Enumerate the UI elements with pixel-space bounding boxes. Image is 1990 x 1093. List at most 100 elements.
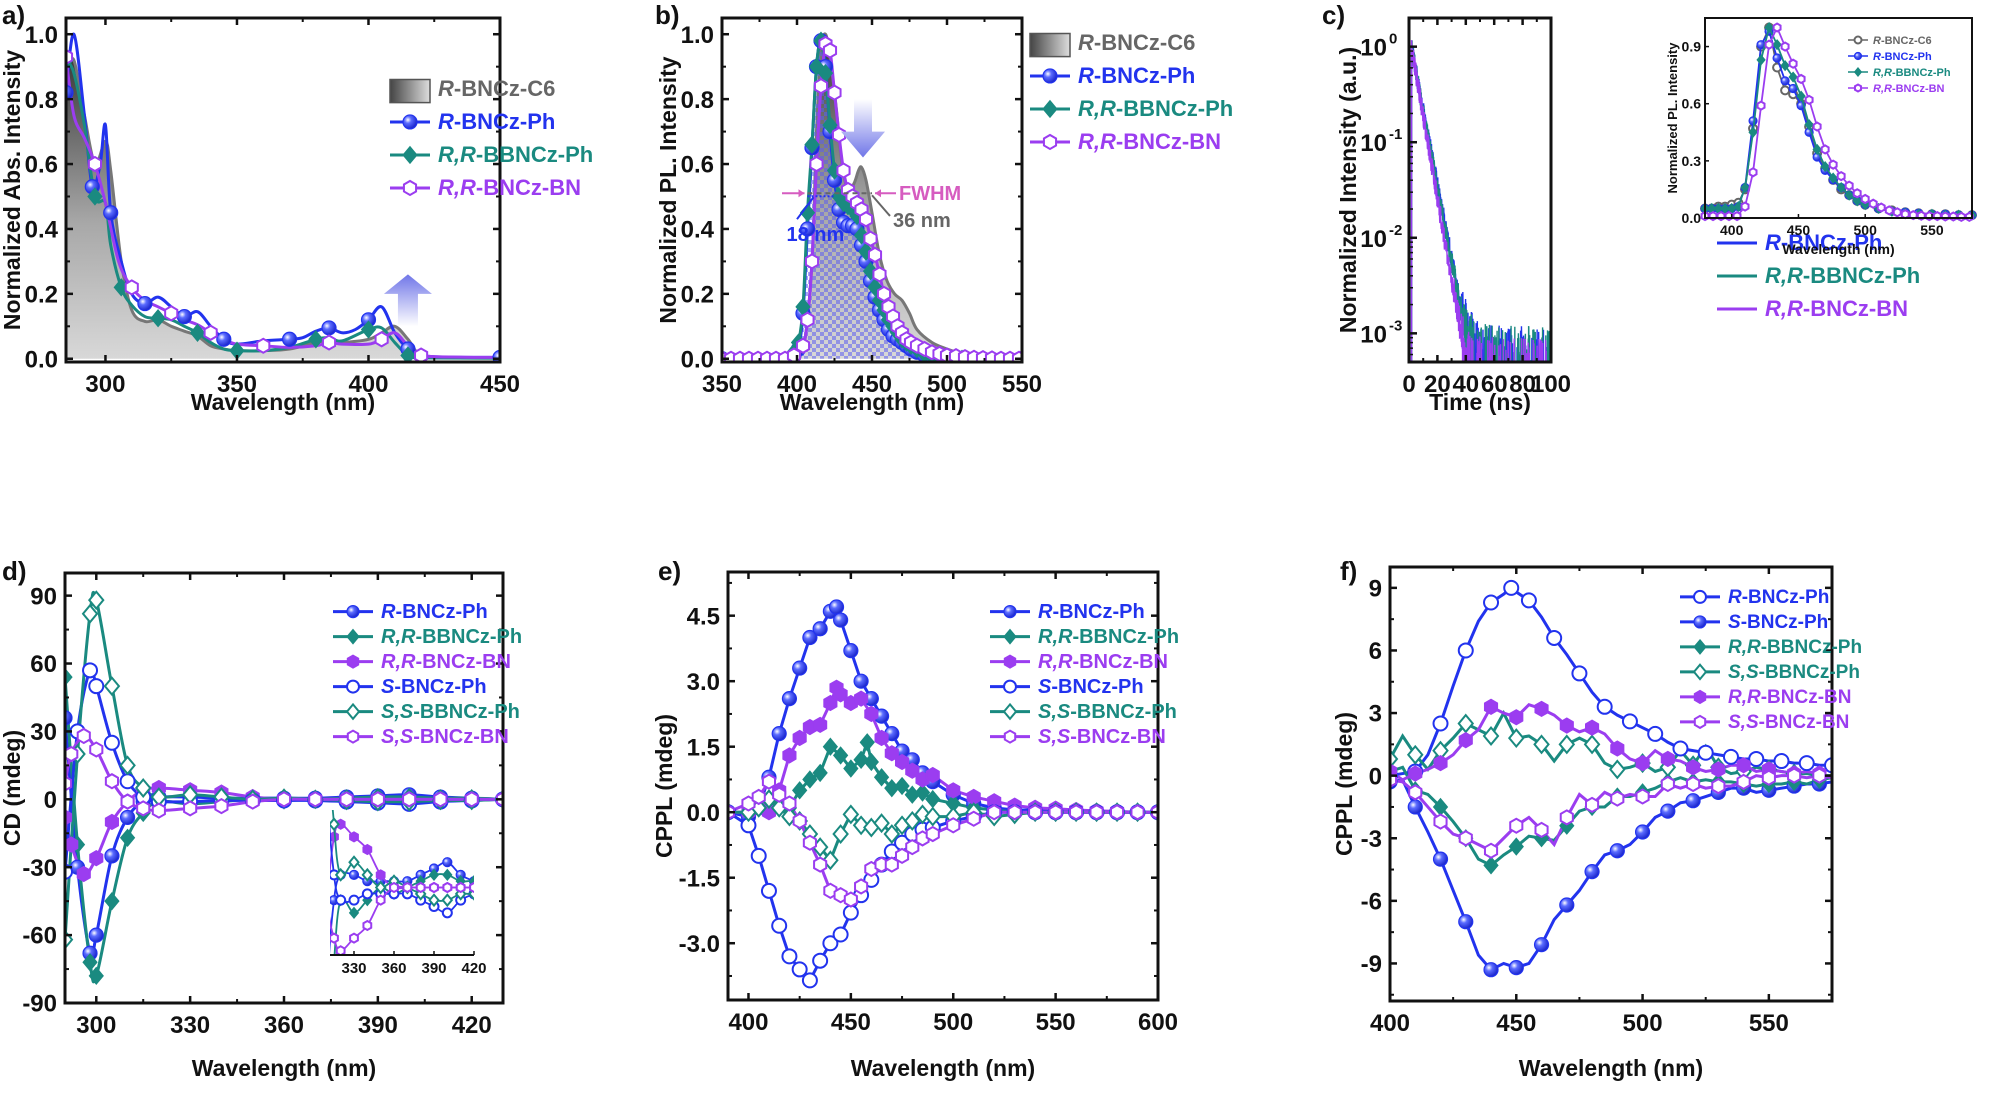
- data-point: [1483, 856, 1499, 875]
- panel-e: 400 450 500 550 600 -3.0 -1.5 0.0 1.5 3.0 4.5 Wavel…: [651, 556, 1179, 1081]
- data-point: [792, 812, 807, 830]
- legend-label: R-BNCz-Ph: [381, 601, 488, 623]
- legend-marker: [346, 729, 360, 744]
- data-point: [822, 737, 839, 756]
- inset-data-point: [1948, 211, 1958, 222]
- legend-label-rest: -BNCz-Ph: [1781, 230, 1882, 255]
- x-tick-label: 420: [452, 1012, 492, 1039]
- data-point: [802, 770, 818, 789]
- legend-label-rest: -BNCz-Ph: [1052, 601, 1144, 623]
- legend-item-0: R-BNCz-Ph: [1680, 587, 1829, 608]
- x-tick-label: 330: [170, 1012, 210, 1039]
- legend-label-italic: R,R: [438, 142, 476, 167]
- axes-frame: [64, 16, 502, 364]
- legend-marker: [1042, 133, 1058, 151]
- data-point: [256, 337, 271, 354]
- legend-label: S,S-BNCz-BN: [1728, 712, 1849, 733]
- legend-item-1: S-BNCz-Ph: [1680, 612, 1828, 633]
- data-point: [987, 804, 1002, 821]
- legend-label: R,R-BNCz-BN: [1728, 687, 1852, 708]
- legend-label-italic: R: [438, 76, 454, 101]
- inset-data-point: [375, 869, 386, 881]
- inset-data-point: [375, 894, 386, 906]
- inset-legend-marker: [1853, 83, 1863, 93]
- inset-data-point: [362, 919, 373, 932]
- legend-label-rest: -BNCz-Ph: [394, 676, 486, 698]
- x-axis-title: Wavelength (nm): [851, 1055, 1035, 1081]
- data-point: [88, 927, 104, 943]
- data-point: [1610, 740, 1625, 757]
- legend-marker: [1692, 663, 1708, 681]
- x-tick-label: 450: [831, 1009, 871, 1036]
- data-point: [1722, 748, 1739, 765]
- data-point: [832, 824, 849, 845]
- data-point: [827, 84, 842, 101]
- data-point: [1609, 843, 1625, 859]
- inset-data-point: [483, 882, 492, 893]
- inset-y-tick-label: 0.9: [1682, 39, 1702, 55]
- legend-marker: [402, 114, 418, 130]
- x-axis-title: Wavelength (nm): [780, 389, 964, 415]
- data-point: [137, 295, 153, 312]
- data-point: [1798, 755, 1815, 772]
- legend-label-italic: R,R: [381, 651, 416, 673]
- data-point: [1520, 592, 1537, 609]
- data-point: [104, 813, 119, 831]
- y-tick-label: 0.2: [681, 281, 714, 308]
- label-36nm: 36 nm: [893, 210, 951, 232]
- data-point: [1483, 962, 1499, 978]
- legend-item-1: R,R-BBNCz-Ph: [990, 626, 1179, 648]
- y-tick-label: 0.2: [25, 281, 58, 308]
- data-point: [1433, 754, 1448, 772]
- x-tick-label: 350: [217, 371, 257, 398]
- inset-data-point: [1740, 201, 1750, 212]
- data-point: [854, 878, 869, 895]
- inset-data-point: [1836, 170, 1846, 182]
- data-point: [104, 848, 120, 864]
- inset-data-point: [442, 857, 453, 868]
- legend-marker: [1693, 714, 1707, 730]
- legend-label-rest: -BNCz-BN: [1761, 687, 1852, 708]
- data-point: [1736, 773, 1751, 791]
- legend-item-1: R,R-BBNCz-Ph: [333, 626, 522, 648]
- data-point: [1089, 804, 1104, 821]
- inset-data-point: [1860, 193, 1870, 205]
- inset-data-point: [1892, 207, 1902, 218]
- inset-data-point: [389, 881, 399, 894]
- x-tick-label: 450: [1496, 1010, 1536, 1037]
- inset-data-point: [1764, 39, 1774, 50]
- data-point: [321, 320, 337, 336]
- inset-data-point: [1844, 180, 1854, 191]
- y-tick-label: -6: [1361, 888, 1382, 915]
- data-point: [1503, 579, 1520, 596]
- legend-label-rest: -BNCz-BN: [1070, 726, 1166, 748]
- legend-label-italic: R: [1078, 30, 1094, 55]
- legend-marker: [1693, 615, 1707, 629]
- inset-frame: [1704, 17, 1973, 219]
- legend-marker: [1693, 689, 1707, 705]
- data-point: [308, 791, 323, 808]
- legend-label-italic: S,S: [1038, 701, 1071, 723]
- data-point: [853, 226, 870, 245]
- legend-label-italic: S,S: [1038, 726, 1071, 748]
- legend-label-italic: R,R: [1873, 67, 1892, 79]
- panel-b: 350 400 450 500 550 0.0 0.2 0.4 0.6 0.8 1.0 Wavelen…: [655, 0, 1233, 415]
- legend-label-italic: R: [1728, 587, 1742, 608]
- legend-item-2: R,R-BBNCz-Ph: [1680, 637, 1862, 658]
- inset-data-point: [1844, 189, 1854, 201]
- x-tick-label: 500: [927, 371, 967, 398]
- data-point: [804, 253, 820, 270]
- data-point: [925, 825, 940, 843]
- inset-legend-marker: [1853, 51, 1863, 61]
- data-point: [854, 690, 869, 707]
- x-tick-label: 20: [1424, 371, 1451, 398]
- data-point: [1559, 897, 1575, 913]
- data-point: [119, 755, 136, 776]
- legend-item-0: R-BNCz-Ph: [990, 601, 1145, 623]
- inset-data-point: [442, 881, 453, 894]
- data-point: [843, 643, 859, 659]
- legend-marker: [345, 702, 361, 721]
- data-point: [903, 810, 921, 831]
- data-point: [1483, 594, 1500, 611]
- x-tick-label: 500: [1623, 1010, 1663, 1037]
